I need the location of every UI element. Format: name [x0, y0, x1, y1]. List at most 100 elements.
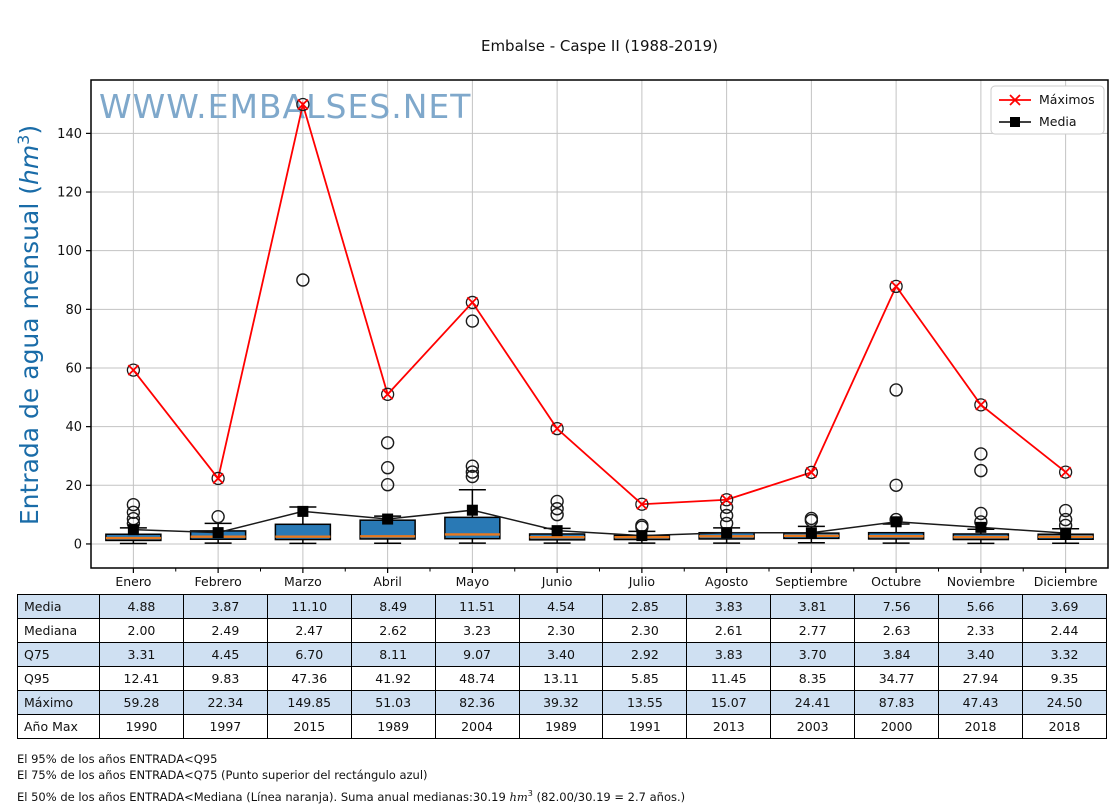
table-cell: 2.61: [686, 618, 772, 643]
table-row-q95: Q95 12.41 9.83 47.36 41.92 48.74 13.11 5.85 11.4…: [17, 666, 1108, 691]
table-cell: 3.87: [182, 594, 268, 619]
x-tick-label: Septiembre: [775, 574, 848, 589]
stats-table: Media 4.88 3.87 11.10 8.49 11.51 4.54 2.85 3.83 3…: [17, 594, 1108, 739]
outlier-point: [1058, 503, 1073, 518]
table-cell: 15.07: [686, 690, 772, 715]
boxplot-abril: [359, 436, 416, 544]
table-cell: 11.51: [434, 594, 520, 619]
table-cell: 2.77: [770, 618, 856, 643]
max-x-icon: [297, 98, 309, 111]
table-row-header: Q75: [17, 642, 100, 667]
legend-square-icon: [1010, 117, 1020, 127]
y-tick-label: 60: [65, 361, 82, 376]
boxplot-marzo: [274, 273, 332, 545]
table-cell: 3.70: [770, 642, 856, 667]
max-x-icon: [720, 494, 733, 506]
table-cell: 1989: [518, 714, 604, 739]
table-cell: 3.83: [686, 594, 772, 619]
max-marker: [635, 497, 649, 511]
outlier-point: [465, 469, 480, 484]
mean-marker: [636, 530, 648, 542]
x-tick-label: Marzo: [284, 574, 322, 589]
max-x-icon: [1059, 466, 1072, 478]
max-flier-circle: [126, 363, 141, 377]
mean-marker: [721, 527, 733, 539]
table-cell: 4.45: [182, 642, 268, 667]
table-cell: 3.83: [686, 642, 772, 667]
table-cell: 3.81: [770, 594, 856, 619]
max-x-icon: [381, 388, 394, 400]
mean-marker: [297, 505, 309, 517]
chart-title: Embalse - Caspe II (1988-2019): [480, 37, 719, 55]
y-tick-label: 20: [65, 479, 82, 494]
table-row-máximo: Máximo 59.28 22.34 149.85 51.03 82.36 39.32 13.…: [17, 690, 1108, 715]
legend: Máximos Media: [990, 85, 1105, 135]
table-cell: 3.40: [938, 642, 1023, 667]
boxplot-mayo: [444, 314, 501, 544]
table-cell: 3.40: [518, 642, 604, 667]
max-flier-circle: [889, 279, 903, 294]
outlier-point: [974, 463, 988, 478]
table-cell: 1990: [99, 714, 184, 739]
table-cell: 2.30: [602, 618, 688, 643]
legend-x-icon: [1009, 94, 1021, 106]
table-cell: 3.84: [854, 642, 940, 667]
max-flier-circle: [974, 398, 988, 412]
maximos-line: [132, 100, 1067, 506]
table-cell: 12.41: [99, 666, 184, 691]
table-cell: 2.47: [266, 618, 352, 643]
table-cell: 51.03: [350, 690, 436, 715]
y-tick-label: 100: [57, 244, 82, 259]
table-cell: 24.41: [770, 690, 856, 715]
table-cell: 9.35: [1021, 666, 1108, 691]
max-x-icon: [127, 364, 140, 376]
outlier-point: [804, 513, 819, 528]
table-cell: 8.11: [350, 642, 436, 667]
outlier-point: [296, 273, 310, 287]
table-cell: 7.56: [854, 594, 940, 619]
table-cell: 2.44: [1021, 618, 1108, 643]
table-cell: 59.28: [99, 690, 184, 715]
max-x-icon: [466, 296, 479, 309]
max-marker: [465, 295, 480, 310]
table-cell: 6.70: [266, 642, 352, 667]
footnote-mediana: El 50% de los años ENTRADA<Mediana (Líne…: [17, 789, 686, 804]
boxplot-octubre: [867, 383, 925, 544]
max-marker: [211, 471, 225, 486]
table-row-media: Media 4.88 3.87 11.10 8.49 11.51 4.54 2.85 3.83 3…: [17, 594, 1108, 619]
max-x-icon: [551, 423, 563, 435]
table-cell: 2.00: [99, 618, 184, 643]
table-cell: 149.85: [266, 690, 352, 715]
x-tick-label: Octubre: [871, 574, 921, 589]
table-cell: 8.35: [770, 666, 856, 691]
table-row-q75: Q75 3.31 4.45 6.70 8.11 9.07 3.40 2.92 3.83 3.70 3…: [17, 642, 1108, 667]
table-cell: 2003: [770, 714, 856, 739]
outlier-point: [889, 383, 903, 397]
x-tick-label: Noviembre: [947, 574, 1016, 589]
mean-marker: [551, 525, 563, 537]
max-flier-circle: [635, 497, 649, 511]
mean-marker: [1060, 527, 1072, 539]
table-cell: 5.85: [602, 666, 688, 691]
table-cell: 2.63: [854, 618, 940, 643]
max-marker: [296, 97, 310, 112]
table-cell: 47.36: [266, 666, 352, 691]
outlier-point: [974, 447, 988, 461]
legend-label-media: Media: [1039, 114, 1077, 129]
table-cell: 2018: [1021, 714, 1108, 739]
max-marker: [719, 493, 734, 507]
media-line: [133, 509, 1066, 537]
table-cell: 9.07: [434, 642, 520, 667]
y-tick-label: 40: [65, 420, 82, 435]
table-row-año-max: Año Max 1990 1997 2015 1989 2004 1989 1991 2013 2…: [17, 714, 1108, 739]
max-marker: [804, 465, 819, 480]
table-cell: 5.66: [938, 594, 1023, 619]
mean-marker: [127, 524, 139, 536]
table-cell: 4.54: [518, 594, 604, 619]
table-cell: 11.45: [686, 666, 772, 691]
mean-marker: [382, 513, 394, 525]
table-cell: 39.32: [518, 690, 604, 715]
max-flier-circle: [1058, 465, 1073, 479]
outlier-point: [889, 478, 903, 492]
